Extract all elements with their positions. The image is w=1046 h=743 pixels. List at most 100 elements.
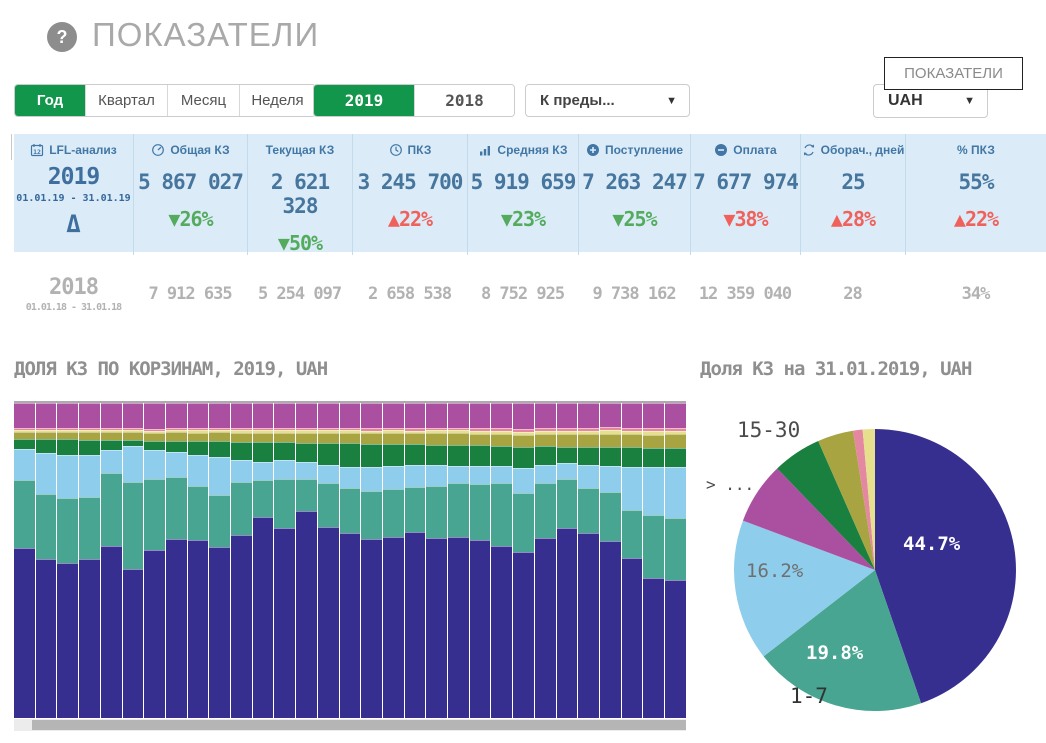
scrollbar-thumb[interactable] bbox=[32, 720, 686, 730]
bar-segment-navy[interactable] bbox=[57, 563, 79, 718]
bar-segment-navy[interactable] bbox=[491, 546, 513, 718]
bar-segment-navy[interactable] bbox=[231, 535, 252, 718]
bar-segment-light-blue[interactable] bbox=[404, 465, 426, 488]
bar-segment-light-blue[interactable] bbox=[665, 466, 686, 518]
bar-segment-1-7[interactable] bbox=[187, 486, 209, 541]
bar-segment-15-30[interactable] bbox=[339, 443, 361, 467]
bar-segment-navy[interactable] bbox=[122, 569, 144, 718]
bar-segment-1-7[interactable] bbox=[122, 482, 144, 570]
bar-segment-15-30[interactable] bbox=[231, 441, 252, 461]
bar-segment-15-30[interactable] bbox=[665, 448, 686, 467]
bar-segment-olive[interactable] bbox=[665, 434, 686, 449]
bar-segment-> ...[interactable] bbox=[165, 403, 187, 428]
bar-segment-navy[interactable] bbox=[361, 539, 382, 718]
bar-segment-> ...[interactable] bbox=[599, 403, 621, 428]
bar-segment-15-30[interactable] bbox=[317, 443, 339, 466]
bar-day-16[interactable] bbox=[339, 403, 361, 718]
bar-segment-olive[interactable] bbox=[578, 433, 599, 447]
bar-segment-1-7[interactable] bbox=[252, 480, 274, 518]
pie-chart[interactable] bbox=[698, 390, 1046, 743]
bar-segment-15-30[interactable] bbox=[578, 446, 599, 466]
bar-segment-light-blue[interactable] bbox=[599, 465, 621, 492]
bar-segment-navy[interactable] bbox=[448, 536, 469, 718]
tab-quarter[interactable]: Квартал bbox=[85, 85, 167, 116]
bar-day-03[interactable] bbox=[57, 403, 79, 718]
bar-segment-olive[interactable] bbox=[252, 432, 274, 443]
bar-segment-yellow[interactable] bbox=[643, 431, 665, 435]
bar-segment-> ...[interactable] bbox=[79, 403, 100, 429]
bar-day-31[interactable] bbox=[665, 403, 686, 718]
bar-segment-olive[interactable] bbox=[404, 433, 426, 445]
bar-segment-olive[interactable] bbox=[57, 431, 79, 440]
bar-segment-pink[interactable] bbox=[14, 427, 35, 430]
bar-segment-1-7[interactable] bbox=[231, 482, 252, 535]
bar-segment-15-30[interactable] bbox=[621, 447, 643, 467]
bar-day-08[interactable] bbox=[165, 403, 187, 718]
bar-segment-> ...[interactable] bbox=[556, 403, 578, 429]
bar-segment-pink[interactable] bbox=[100, 427, 122, 430]
bar-segment-yellow[interactable] bbox=[252, 430, 274, 433]
bar-segment-navy[interactable] bbox=[513, 551, 534, 718]
bar-segment-olive[interactable] bbox=[100, 432, 122, 440]
bar-segment-> ...[interactable] bbox=[209, 403, 231, 428]
bar-segment-> ...[interactable] bbox=[513, 403, 534, 430]
bar-segment-pink[interactable] bbox=[448, 427, 469, 431]
bar-segment-15-30[interactable] bbox=[361, 443, 382, 468]
bar-day-09[interactable] bbox=[187, 403, 209, 718]
stacked-bar-chart[interactable] bbox=[14, 401, 686, 718]
bar-segment-1-7[interactable] bbox=[100, 472, 122, 547]
bar-segment-> ...[interactable] bbox=[469, 403, 491, 428]
pie-slice-> ...[interactable] bbox=[742, 468, 875, 570]
bar-segment-> ...[interactable] bbox=[339, 403, 361, 428]
bar-segment-olive[interactable] bbox=[491, 433, 513, 446]
bar-segment-> ...[interactable] bbox=[57, 403, 79, 428]
bar-segment-yellow[interactable] bbox=[274, 430, 296, 433]
bar-day-06[interactable] bbox=[122, 403, 144, 718]
bar-segment-yellow[interactable] bbox=[339, 430, 361, 433]
bar-segment-olive[interactable] bbox=[513, 434, 534, 448]
bar-segment-pink[interactable] bbox=[274, 427, 296, 431]
bar-segment-15-30[interactable] bbox=[57, 439, 79, 456]
bar-segment-light-blue[interactable] bbox=[231, 460, 252, 483]
bar-segment-1-7[interactable] bbox=[57, 498, 79, 564]
bar-segment-> ...[interactable] bbox=[665, 403, 686, 428]
bar-segment-yellow[interactable] bbox=[100, 429, 122, 432]
bar-segment-1-7[interactable] bbox=[296, 478, 317, 512]
bar-segment-> ...[interactable] bbox=[252, 403, 274, 428]
bar-segment-navy[interactable] bbox=[599, 540, 621, 718]
bar-segment-15-30[interactable] bbox=[296, 442, 317, 462]
bar-segment-15-30[interactable] bbox=[274, 442, 296, 461]
bar-segment-navy[interactable] bbox=[187, 540, 209, 718]
bar-segment-light-blue[interactable] bbox=[274, 460, 296, 479]
bar-segment-1-7[interactable] bbox=[513, 492, 534, 552]
bar-segment-olive[interactable] bbox=[122, 432, 144, 441]
bar-segment-navy[interactable] bbox=[404, 532, 426, 718]
bar-segment-navy[interactable] bbox=[556, 528, 578, 718]
bar-segment-1-7[interactable] bbox=[469, 483, 491, 541]
bar-segment-olive[interactable] bbox=[79, 432, 100, 440]
bar-segment-1-7[interactable] bbox=[35, 494, 57, 559]
bar-segment-olive[interactable] bbox=[426, 433, 448, 445]
bar-segment-navy[interactable] bbox=[274, 528, 296, 718]
bar-segment-pink[interactable] bbox=[361, 428, 382, 431]
bar-segment-> ...[interactable] bbox=[35, 403, 57, 428]
bar-day-21[interactable] bbox=[448, 403, 469, 718]
bar-segment-yellow[interactable] bbox=[448, 430, 469, 434]
bar-segment-1-7[interactable] bbox=[556, 478, 578, 529]
bar-segment-> ...[interactable] bbox=[643, 403, 665, 429]
bar-segment-olive[interactable] bbox=[339, 432, 361, 444]
bar-segment-yellow[interactable] bbox=[599, 430, 621, 434]
bar-segment-pink[interactable] bbox=[57, 427, 79, 430]
tab-month[interactable]: Месяц bbox=[167, 85, 239, 116]
bar-day-22[interactable] bbox=[469, 403, 491, 718]
compare-dropdown[interactable]: К преды... ▼ bbox=[525, 84, 690, 117]
bar-segment-olive[interactable] bbox=[35, 431, 57, 439]
bar-segment-> ...[interactable] bbox=[491, 403, 513, 428]
bar-segment-1-7[interactable] bbox=[317, 483, 339, 528]
bar-segment-olive[interactable] bbox=[469, 433, 491, 446]
bar-segment-olive[interactable] bbox=[14, 431, 35, 439]
bar-segment-> ...[interactable] bbox=[404, 403, 426, 429]
bar-segment-light-blue[interactable] bbox=[122, 446, 144, 483]
bar-segment-olive[interactable] bbox=[448, 433, 469, 445]
bar-segment-olive[interactable] bbox=[382, 432, 404, 444]
